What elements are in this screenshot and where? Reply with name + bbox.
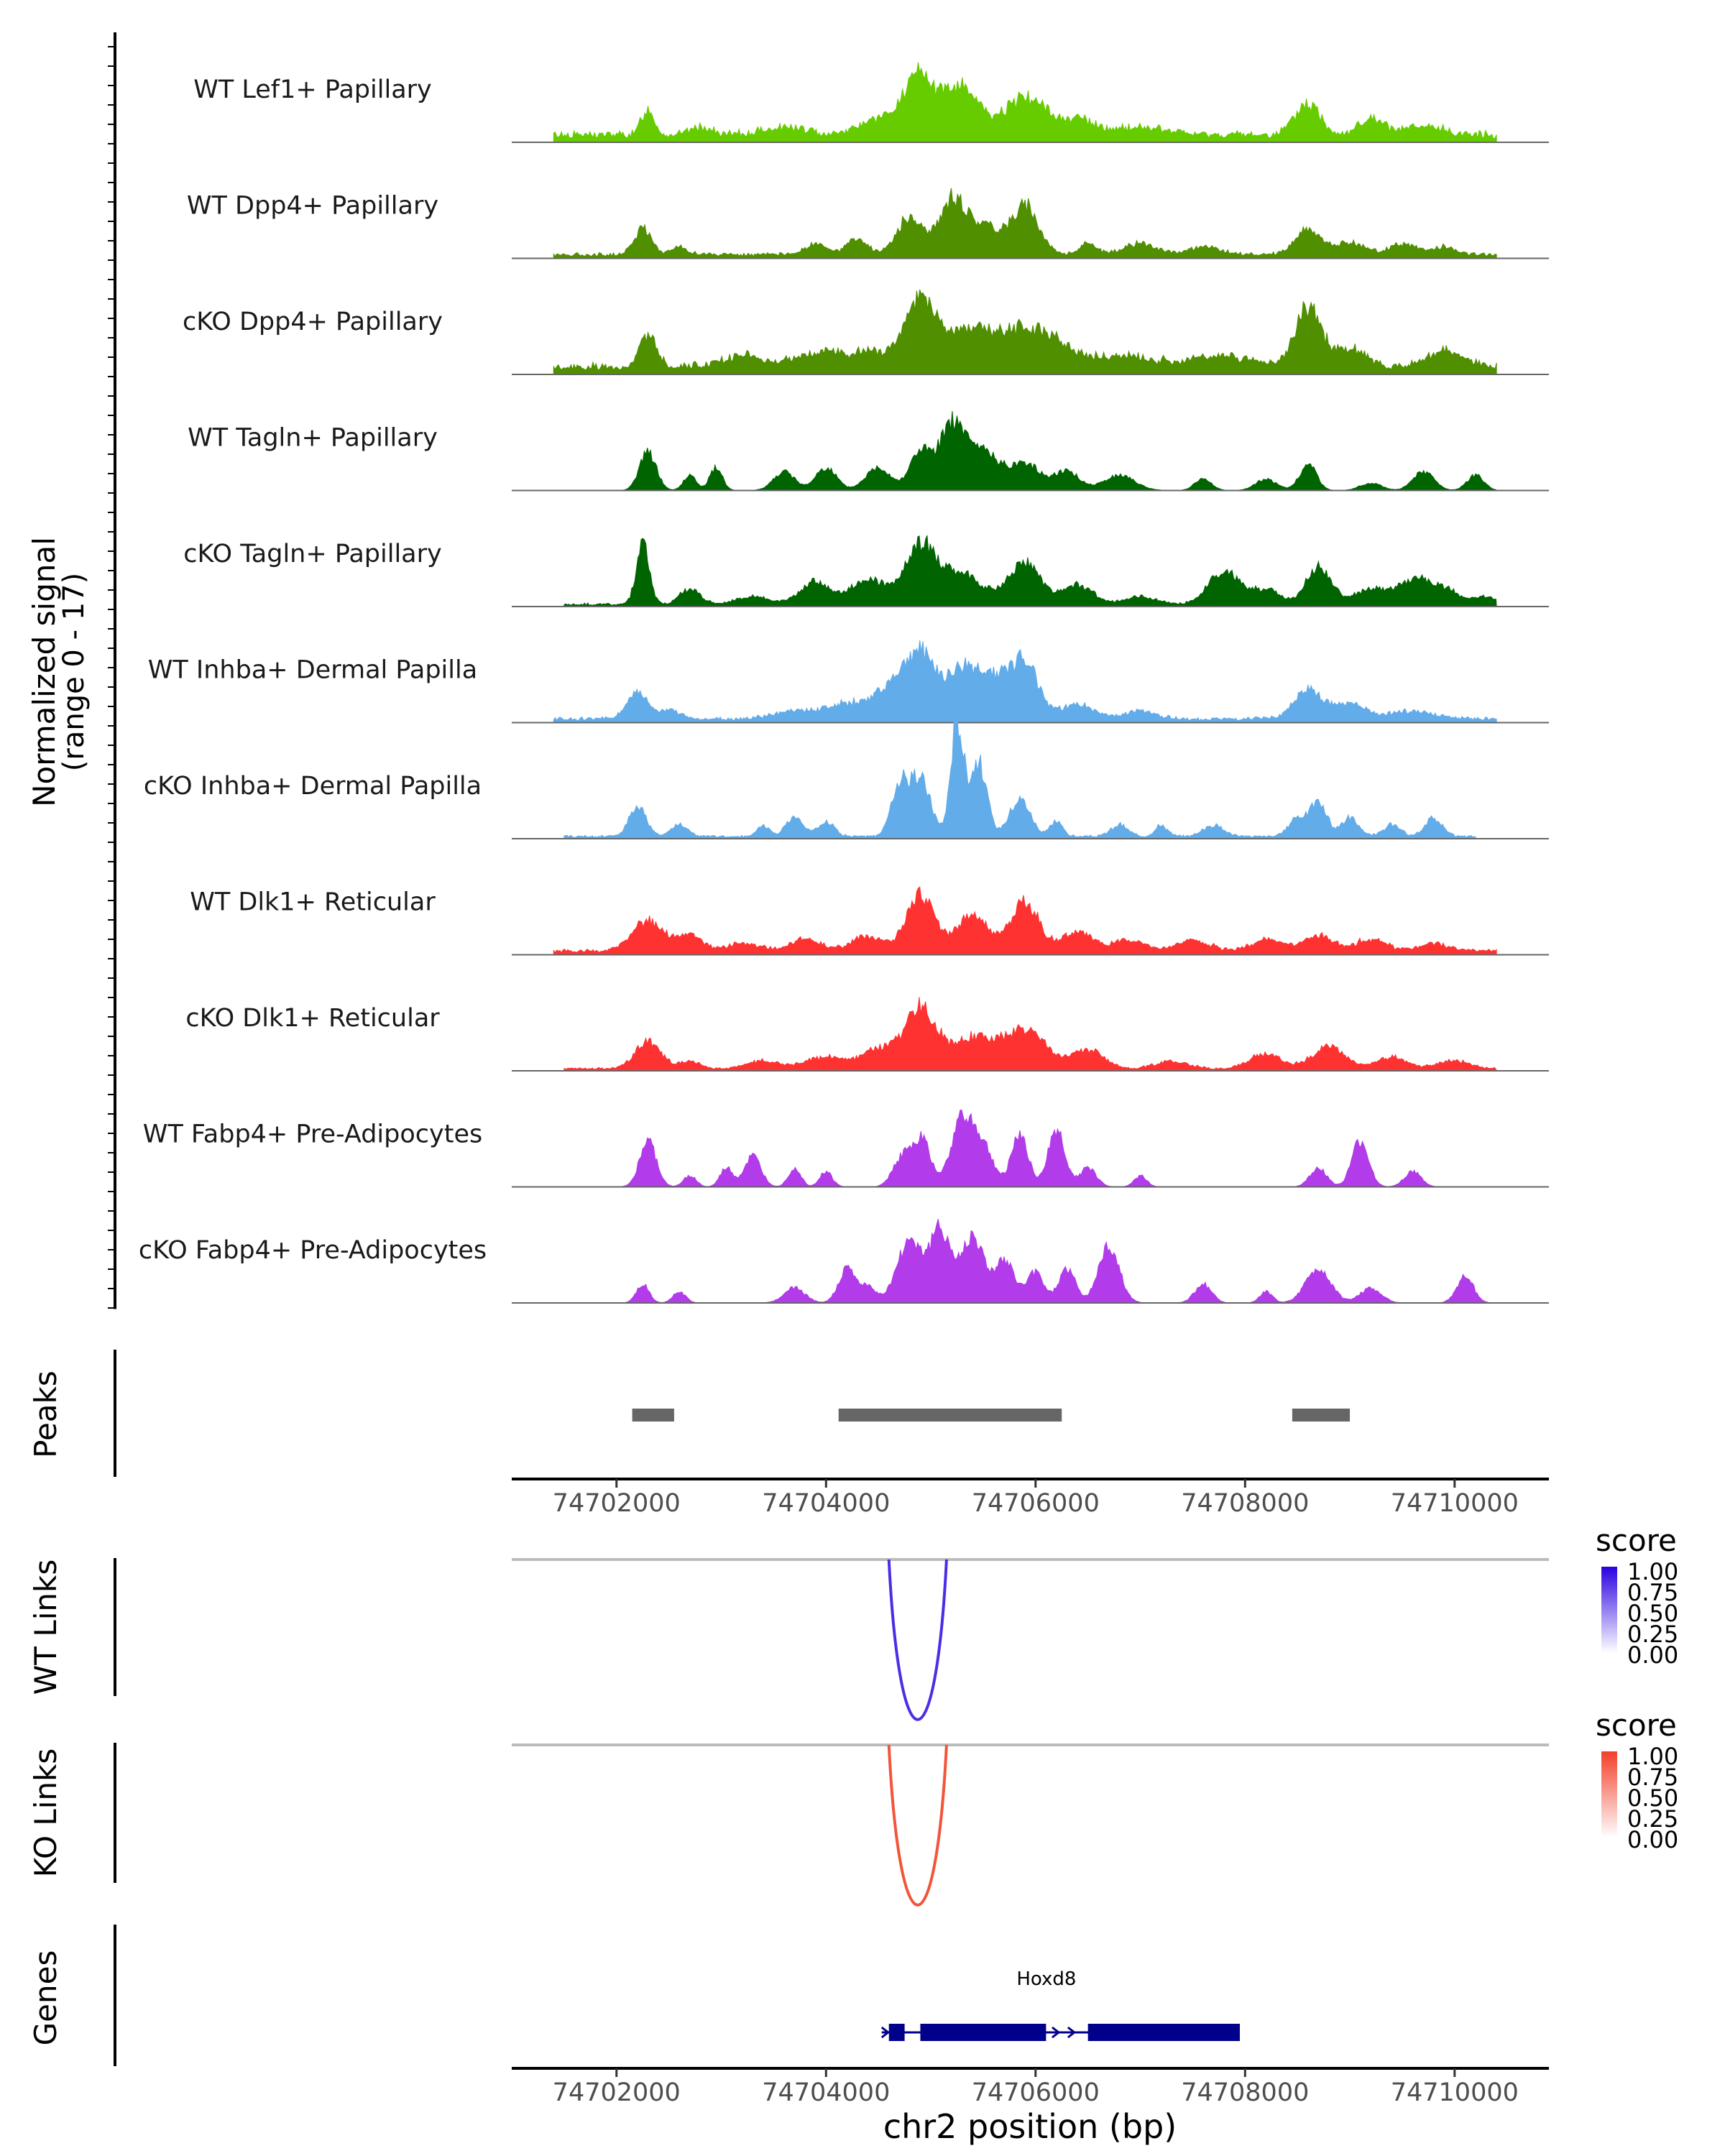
x-axis-tick-label: 74704000 <box>762 2078 890 2107</box>
coverage-area <box>553 640 1497 723</box>
x-axis-peaks: 74702000 74704000 74706000 74708000 74710000 <box>512 1478 1549 1518</box>
coverage-area <box>564 1109 1476 1187</box>
coverage-area <box>553 188 1497 259</box>
legend-tick-label: 0.00 <box>1627 1641 1678 1669</box>
legend-tick-label: 0.25 <box>1627 1805 1678 1833</box>
x-axis-genes: 74702000 74704000 74706000 74708000 74710000 <box>512 2067 1549 2107</box>
coverage-area <box>564 710 1476 839</box>
legend-tick-label: 0.75 <box>1627 1579 1678 1606</box>
link-arc <box>887 1559 948 1721</box>
coverage-area <box>564 1218 1497 1304</box>
legend-colorbar <box>1601 1751 1617 1838</box>
x-axis-tick-label: 74708000 <box>1181 2078 1309 2107</box>
links-label: WT Links <box>28 1560 63 1695</box>
link-arc <box>887 1744 948 1907</box>
legend-tick-label: 1.00 <box>1627 1743 1678 1770</box>
legend-tick-label: 0.50 <box>1627 1784 1678 1812</box>
coverage-area <box>553 289 1497 375</box>
legend-tick-label: 0.25 <box>1627 1621 1678 1648</box>
gene-name: Hoxd8 <box>1016 1968 1076 1990</box>
x-axis-tick-label: 74706000 <box>972 1489 1100 1518</box>
track-label: cKO Dpp4+ Papillary <box>183 308 443 336</box>
gene-exon <box>888 2024 905 2041</box>
track-label: WT Lef1+ Papillary <box>193 75 432 104</box>
coverage-tracks: WT Lef1+ Papillary WT Dpp4+ Papillary cKO … <box>139 62 1549 1304</box>
track-label: WT Fabp4+ Pre-Adipocytes <box>143 1120 482 1149</box>
x-axis-tick-label: 74702000 <box>553 1489 681 1518</box>
x-axis-tick-label: 74710000 <box>1391 2078 1519 2107</box>
gene-exon <box>920 2024 1046 2041</box>
peaks-label: Peaks <box>28 1370 63 1458</box>
track-label: WT Tagln+ Papillary <box>188 424 438 453</box>
coverage-area <box>564 535 1497 607</box>
coverage-area <box>553 886 1497 955</box>
x-axis-tick-label: 74702000 <box>553 2078 681 2107</box>
legend-tick-label: 0.75 <box>1627 1764 1678 1791</box>
x-axis-tick-label: 74708000 <box>1181 1489 1309 1518</box>
legend-tick-label: 1.00 <box>1627 1558 1678 1585</box>
genes-label: Genes <box>28 1950 63 2046</box>
coverage-ylabel-line1: Normalized signal <box>27 537 62 807</box>
peak-region <box>1292 1409 1351 1422</box>
track-label: WT Dlk1+ Reticular <box>190 888 436 917</box>
x-axis-tick-label: 74706000 <box>972 2078 1100 2107</box>
coverage-area <box>553 62 1497 143</box>
strand-arrow <box>1052 2026 1061 2039</box>
gene-models: Hoxd8 <box>880 1968 1241 2041</box>
legend-title: score <box>1596 1523 1677 1558</box>
track-label: cKO Dlk1+ Reticular <box>185 1004 440 1033</box>
links-label: KO Links <box>28 1749 63 1878</box>
x-axis-tick-label: 74710000 <box>1391 1489 1519 1518</box>
track-label: cKO Fabp4+ Pre-Adipocytes <box>139 1236 487 1265</box>
peak-region <box>632 1409 674 1422</box>
legend-title: score <box>1596 1708 1677 1743</box>
legend-tick-label: 0.50 <box>1627 1600 1678 1627</box>
coverage-area <box>564 411 1498 491</box>
gene-exon <box>1087 2024 1241 2041</box>
track-label: WT Dpp4+ Papillary <box>187 192 438 221</box>
peak-regions <box>632 1409 1351 1422</box>
coverage-area <box>564 997 1497 1072</box>
legend-tick-label: 0.00 <box>1627 1826 1678 1853</box>
x-axis-tick-label: 74704000 <box>762 1489 890 1518</box>
peak-region <box>838 1409 1062 1422</box>
strand-arrow <box>1067 2026 1077 2039</box>
coverage-y-axis <box>108 32 116 1309</box>
legend-colorbar <box>1601 1567 1617 1653</box>
track-label: cKO Inhba+ Dermal Papilla <box>144 772 482 801</box>
coverage-ylabel-line2: (range 0 - 17) <box>58 573 91 771</box>
track-label: WT Inhba+ Dermal Papilla <box>148 656 477 685</box>
strand-arrow <box>880 2026 891 2039</box>
x-axis-title: chr2 position (bp) <box>883 2107 1177 2146</box>
track-label: cKO Tagln+ Papillary <box>183 540 442 568</box>
